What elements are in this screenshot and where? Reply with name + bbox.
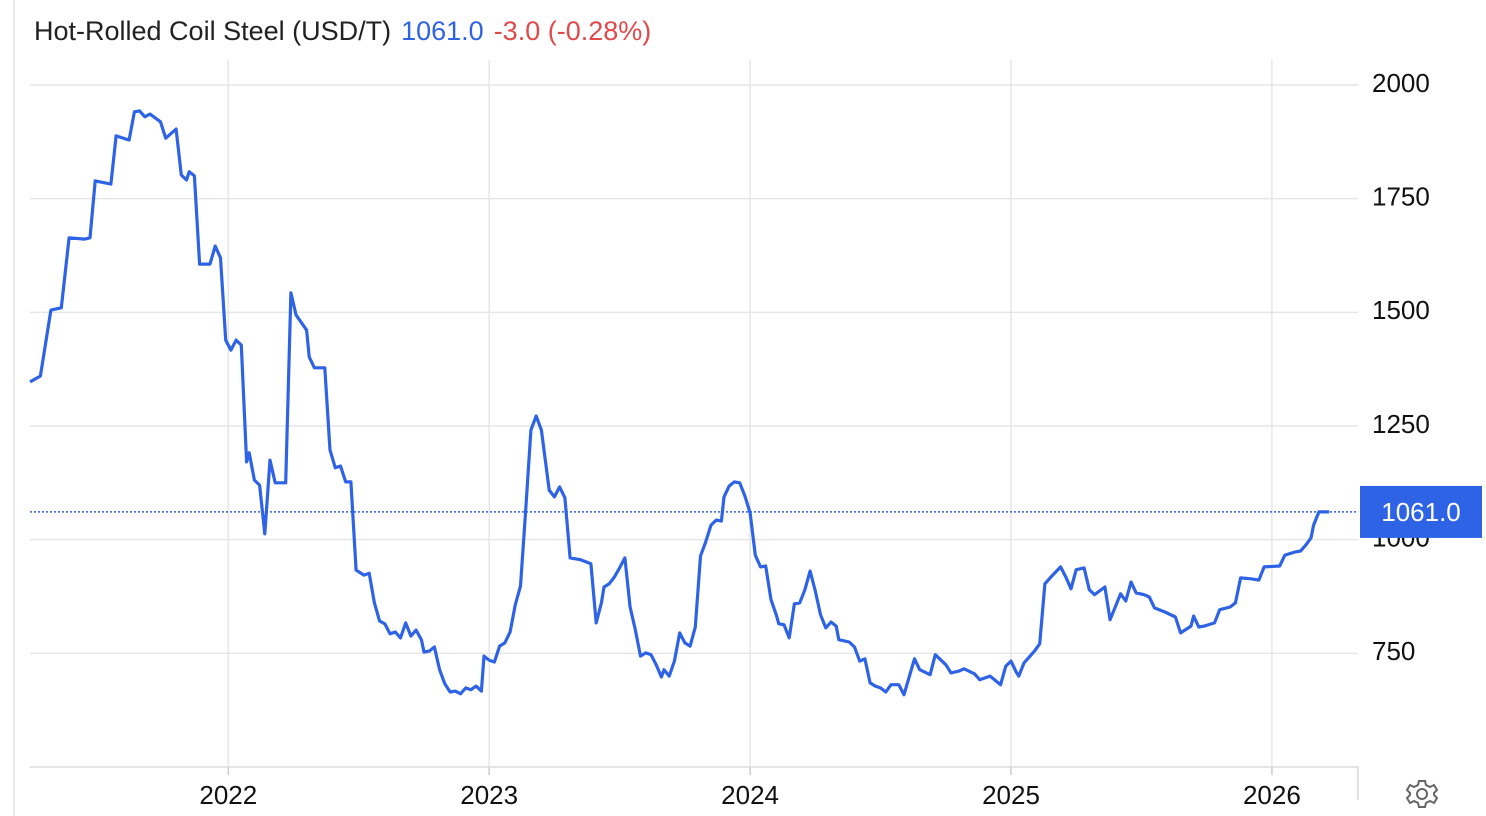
x-tick-label: 2024: [721, 780, 779, 810]
y-tick-label: 750: [1372, 636, 1415, 666]
price-line: [29, 109, 1330, 697]
last-price: 1061.0: [401, 16, 484, 46]
x-tick-label: 2023: [460, 780, 518, 810]
x-tick-label: 2025: [982, 780, 1040, 810]
x-tick-label: 2022: [199, 780, 257, 810]
gear-hub: [1416, 788, 1428, 800]
y-tick-label: 1500: [1372, 295, 1430, 325]
last-value-box: [1360, 485, 1482, 538]
y-tick-label: 1250: [1372, 409, 1430, 439]
header: Hot-Rolled Coil Steel (USD/T) 1061.0 -3.0 …: [34, 16, 661, 47]
price-change: -3.0 (-0.28%): [493, 16, 652, 46]
last-value-label: 1061.0: [1381, 497, 1461, 527]
settings-icon[interactable]: [1405, 780, 1439, 808]
grid: [30, 60, 1358, 767]
x-tick-label: 2026: [1243, 780, 1301, 810]
chart-title: Hot-Rolled Coil Steel (USD/T): [34, 16, 392, 46]
y-tick-label: 1750: [1372, 182, 1430, 212]
y-tick-label: 2000: [1372, 68, 1430, 98]
gear-outline: [1405, 780, 1439, 808]
